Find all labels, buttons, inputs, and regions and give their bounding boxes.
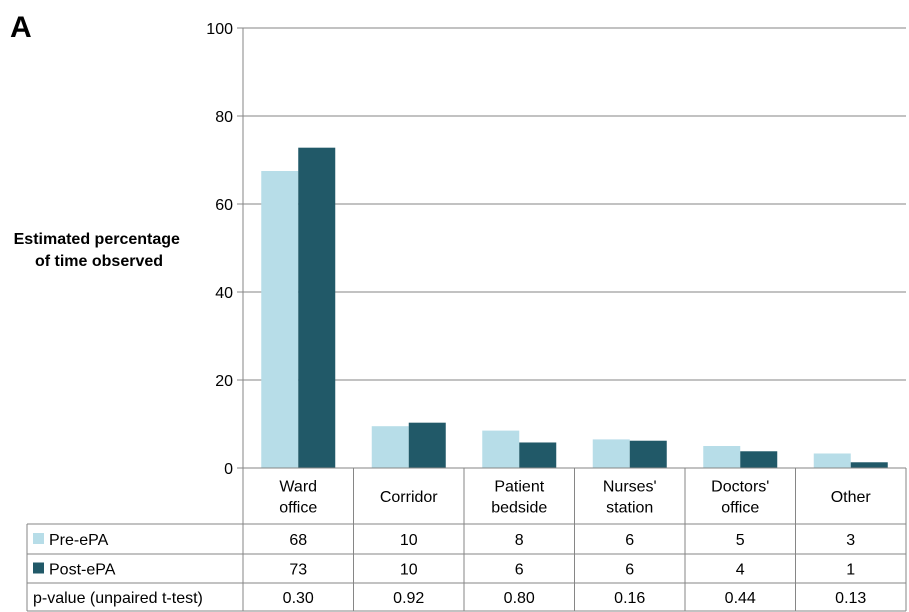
data-label: 10 xyxy=(400,562,418,579)
data-label: 0.92 xyxy=(393,590,424,607)
category-label: bedside xyxy=(491,500,547,517)
y-axis-label-line-1: Estimated percentage xyxy=(14,231,180,248)
data-label: 5 xyxy=(736,532,745,549)
data-label: 10 xyxy=(400,532,418,549)
data-label: 0.44 xyxy=(725,590,756,607)
bar-post-epa xyxy=(629,440,667,468)
y-tick-label: 60 xyxy=(215,197,233,214)
y-tick-label: 40 xyxy=(215,285,233,302)
data-table: Ward office Corridor Patient bedside Nurses' s… xyxy=(26,467,907,612)
data-label: 4 xyxy=(736,562,745,579)
y-axis-label: Estimated percentage of time observed xyxy=(14,231,185,270)
data-label: 6 xyxy=(625,532,634,549)
category-label: office xyxy=(279,500,317,517)
data-label: 3 xyxy=(846,532,855,549)
data-label: 0.16 xyxy=(614,590,645,607)
category-label: Corridor xyxy=(380,489,438,506)
bar-pre-epa xyxy=(371,426,409,468)
panel-label: A xyxy=(10,11,32,44)
bar-post-epa xyxy=(850,462,888,468)
data-label: 6 xyxy=(515,562,524,579)
gridlines xyxy=(237,27,906,469)
category-label: Nurses' xyxy=(603,479,657,496)
bar-pre-epa xyxy=(261,171,299,468)
category-label: station xyxy=(606,500,653,517)
bars xyxy=(261,147,888,468)
bar-post-epa xyxy=(740,451,778,468)
data-label: 0.13 xyxy=(835,590,866,607)
category-label: Ward xyxy=(279,479,317,496)
y-tick-label: 0 xyxy=(224,461,233,478)
data-label: 8 xyxy=(515,532,524,549)
bar-pre-epa xyxy=(703,446,741,468)
legend-entry: p-value (unpaired t-test) xyxy=(33,590,203,607)
bar-pre-epa xyxy=(813,453,851,468)
data-label: 73 xyxy=(289,562,307,579)
category-label: Doctors' xyxy=(711,479,769,496)
bar-post-epa xyxy=(298,147,336,468)
y-axis-label-line-2: of time observed xyxy=(35,253,163,270)
category-label: Other xyxy=(831,489,872,506)
legend-entry: Post-ePA xyxy=(49,562,116,579)
legend-entry: Pre-ePA xyxy=(49,532,109,549)
bar-pre-epa xyxy=(592,439,630,468)
legend-swatch xyxy=(33,562,44,574)
category-label: office xyxy=(721,500,759,517)
data-label: 68 xyxy=(289,532,307,549)
y-tick-labels: 0 20 40 60 80 100 xyxy=(206,21,233,478)
data-label: 1 xyxy=(846,562,855,579)
y-tick-label: 100 xyxy=(206,21,233,38)
legend-swatch xyxy=(33,533,44,544)
bar-post-epa xyxy=(519,442,557,468)
bar-pre-epa xyxy=(482,430,520,468)
data-label: 0.80 xyxy=(504,590,535,607)
bar-post-epa xyxy=(408,422,446,468)
y-tick-label: 80 xyxy=(215,109,233,126)
y-tick-label: 20 xyxy=(215,373,233,390)
category-label: Patient xyxy=(494,479,544,496)
data-label: 6 xyxy=(625,562,634,579)
data-label: 0.30 xyxy=(283,590,314,607)
